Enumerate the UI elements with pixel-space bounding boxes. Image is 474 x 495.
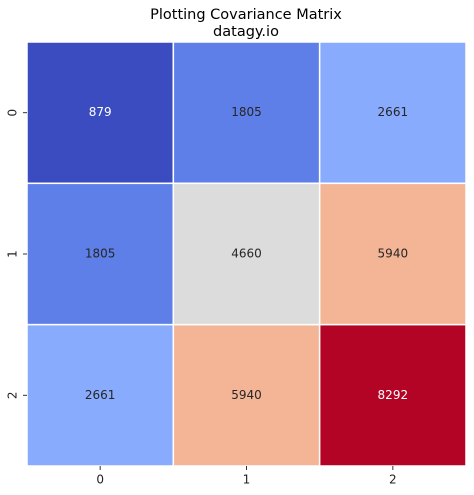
x-tick-label: 1 — [243, 473, 251, 487]
x-tick-label: 2 — [389, 473, 397, 487]
x-tick-label: 0 — [96, 473, 104, 487]
cell-label: 2661 — [85, 388, 116, 402]
cell-label: 5940 — [378, 247, 409, 261]
cell-label: 879 — [89, 105, 112, 119]
cell-label: 2661 — [378, 105, 409, 119]
heatmap-cell — [172, 41, 321, 185]
cell-label: 5940 — [231, 388, 262, 402]
cell-label: 1805 — [85, 247, 116, 261]
cell-label: 4660 — [231, 247, 262, 261]
heatmap-cell — [172, 323, 321, 467]
chart-title: Plotting Covariance Matrix — [150, 7, 342, 23]
chart-subtitle: datagy.io — [213, 24, 279, 40]
heatmap-cell — [318, 41, 467, 185]
y-tick-label: 0 — [6, 109, 20, 117]
y-tick-label: 1 — [6, 250, 20, 258]
cell-label: 1805 — [231, 105, 262, 119]
y-tick-label: 2 — [6, 392, 20, 400]
heatmap-cell — [318, 182, 467, 326]
heatmap-cell — [26, 182, 175, 326]
heatmap-cell — [172, 182, 321, 326]
cell-label: 8292 — [378, 388, 409, 402]
heatmap-cell — [26, 41, 175, 185]
